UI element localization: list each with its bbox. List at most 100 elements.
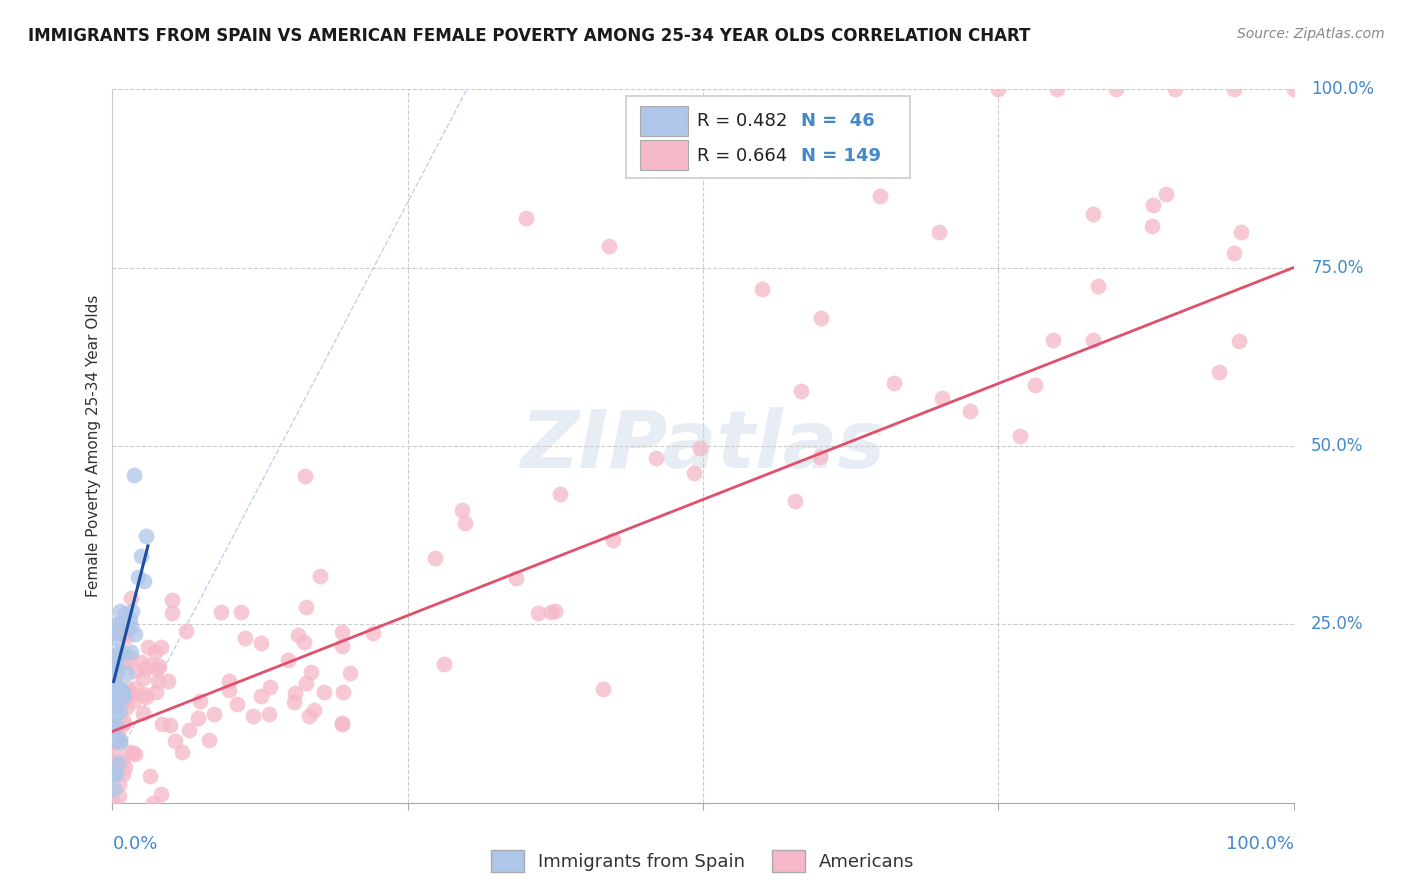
Point <box>103 694 125 708</box>
FancyBboxPatch shape <box>640 105 688 136</box>
Point <box>115 666 138 681</box>
Point <box>132 574 155 588</box>
Point <box>117 689 139 703</box>
Point <box>277 653 299 667</box>
Point <box>1081 206 1104 220</box>
Point <box>117 745 139 759</box>
Point <box>808 450 831 464</box>
Point <box>129 655 152 669</box>
Point <box>107 647 129 661</box>
Point <box>108 735 131 749</box>
Text: 50.0%: 50.0% <box>1312 437 1364 455</box>
Point <box>114 760 136 774</box>
Point <box>114 607 136 622</box>
Point <box>103 754 125 768</box>
Point <box>1282 82 1305 96</box>
Point <box>112 714 135 729</box>
Point <box>931 391 953 405</box>
Point <box>602 533 624 547</box>
FancyBboxPatch shape <box>640 140 688 169</box>
Point <box>104 676 127 690</box>
Point <box>101 721 124 735</box>
Point <box>1010 428 1032 442</box>
Point <box>129 549 152 564</box>
Point <box>101 691 124 706</box>
Point <box>515 211 537 225</box>
Text: 100.0%: 100.0% <box>1226 835 1294 853</box>
Point <box>592 681 614 696</box>
Point <box>225 697 247 711</box>
Point <box>505 571 527 585</box>
Point <box>103 631 125 645</box>
Point <box>139 769 162 783</box>
Point <box>112 690 135 704</box>
Point <box>120 645 142 659</box>
Point <box>104 656 127 670</box>
Point <box>1208 365 1230 379</box>
Point <box>136 640 159 654</box>
Point <box>202 706 225 721</box>
Point <box>101 709 124 723</box>
Point <box>122 694 145 708</box>
Point <box>287 628 309 642</box>
Point <box>124 747 146 762</box>
Point <box>453 516 475 530</box>
Point <box>122 467 145 482</box>
Point <box>548 487 571 501</box>
Point <box>108 681 131 695</box>
Point <box>1140 219 1163 233</box>
Point <box>111 755 134 769</box>
Point <box>104 671 127 685</box>
Point <box>115 700 138 714</box>
Point <box>105 732 128 747</box>
Point <box>112 647 135 661</box>
FancyBboxPatch shape <box>626 96 910 178</box>
Point <box>172 746 194 760</box>
Point <box>294 676 316 690</box>
Point <box>149 788 172 802</box>
Point <box>145 685 167 699</box>
Point <box>810 310 832 325</box>
Point <box>174 624 197 638</box>
Point <box>1046 82 1069 96</box>
Point <box>135 690 157 705</box>
Point <box>527 606 550 620</box>
Text: ZIPatlas: ZIPatlas <box>520 407 886 485</box>
Point <box>108 644 131 658</box>
Point <box>120 619 142 633</box>
Point <box>330 625 353 640</box>
Text: R = 0.664: R = 0.664 <box>697 147 787 165</box>
Point <box>103 796 125 810</box>
Point <box>283 695 305 709</box>
Text: N = 149: N = 149 <box>801 147 882 165</box>
Point <box>198 733 221 747</box>
Point <box>134 661 156 675</box>
Point <box>330 715 353 730</box>
Text: R = 0.482: R = 0.482 <box>697 112 787 129</box>
Point <box>1223 82 1246 96</box>
Point <box>118 649 141 664</box>
Point <box>233 631 256 645</box>
Text: 0.0%: 0.0% <box>112 835 157 853</box>
Point <box>257 707 280 722</box>
Point <box>111 683 134 698</box>
Point <box>120 591 142 606</box>
Point <box>177 723 200 737</box>
Point <box>789 384 811 398</box>
Point <box>124 626 146 640</box>
Text: Source: ZipAtlas.com: Source: ZipAtlas.com <box>1237 27 1385 41</box>
Point <box>160 606 183 620</box>
Point <box>108 789 131 803</box>
Point <box>108 777 131 791</box>
Point <box>298 708 321 723</box>
Point <box>1024 378 1046 392</box>
Point <box>103 747 125 762</box>
Point <box>104 681 127 695</box>
Point <box>150 640 173 655</box>
Point <box>423 550 446 565</box>
Point <box>160 593 183 607</box>
Point <box>682 466 704 480</box>
Point <box>339 665 361 680</box>
Point <box>294 468 316 483</box>
Point <box>104 677 127 691</box>
